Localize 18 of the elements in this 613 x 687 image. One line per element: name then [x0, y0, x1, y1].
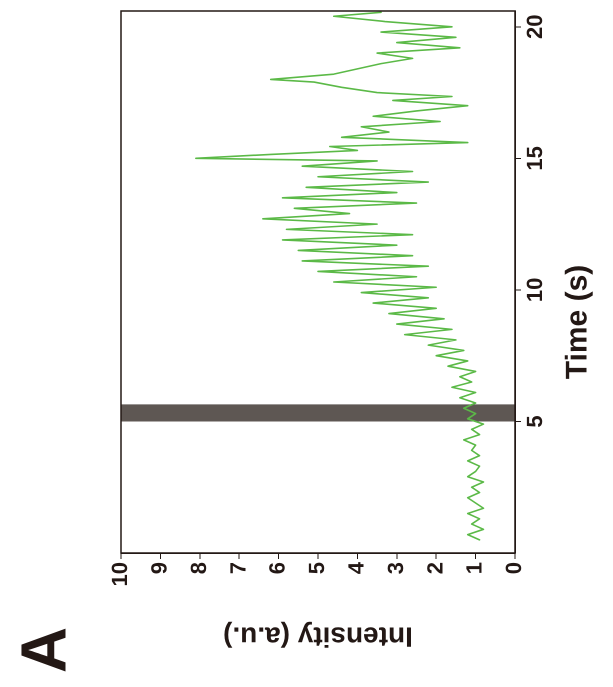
- y-tick-label: 15: [522, 146, 548, 171]
- x-tick-label: 5: [304, 562, 330, 574]
- x-tick-label: 2: [422, 562, 448, 574]
- x-tick-label: 4: [343, 561, 368, 574]
- text: A: [8, 626, 80, 674]
- y-axis-title: Time (s): [560, 264, 594, 380]
- x-tick-label: 10: [107, 562, 132, 586]
- x-tick-label: 1: [462, 562, 487, 574]
- x-tick-label: 6: [264, 562, 290, 574]
- x-tick-label: 9: [146, 562, 172, 574]
- y-tick-label: 10: [522, 278, 548, 302]
- y-tick-label: 5: [522, 415, 548, 428]
- x-axis-title: Intensity (a.u.): [223, 621, 413, 652]
- x-tick-label: 0: [501, 562, 526, 574]
- x-tick-label: 7: [225, 562, 250, 574]
- x-tick-label: 8: [186, 562, 211, 574]
- y-tick-label: 20: [522, 14, 548, 40]
- x-tick-label: 3: [382, 562, 408, 574]
